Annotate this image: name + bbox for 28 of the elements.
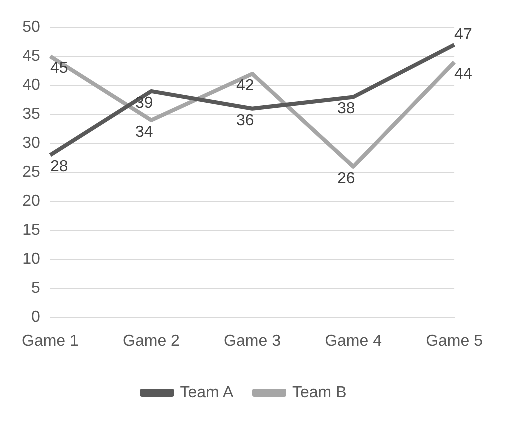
y-tick-label: 30: [22, 135, 41, 152]
legend-label: Team B: [292, 384, 347, 402]
y-tick-label: 5: [32, 280, 41, 298]
y-tick-label: 10: [22, 251, 41, 268]
data-label: 44: [454, 66, 472, 83]
y-tick-label: 35: [22, 106, 41, 124]
data-label: 26: [338, 170, 356, 188]
y-tick-label: 50: [22, 19, 41, 36]
data-label: 47: [454, 26, 472, 44]
data-label: 34: [135, 124, 154, 141]
y-tick-label: 40: [22, 77, 41, 94]
data-label: 42: [236, 77, 254, 94]
data-label: 36: [236, 112, 254, 130]
legend-label: Team A: [180, 384, 234, 402]
x-tick-label: Game 3: [224, 332, 282, 350]
y-tick-label: 0: [32, 309, 41, 326]
x-tick-label: Game 2: [123, 332, 180, 350]
y-tick-label: 20: [22, 193, 41, 210]
y-tick-label: 25: [22, 164, 41, 182]
data-label: 45: [50, 60, 68, 78]
y-tick-label: 15: [22, 222, 41, 240]
y-tick-label: 45: [22, 48, 41, 66]
x-tick-label: Game 1: [22, 332, 80, 350]
x-tick-label: Game 4: [325, 332, 382, 350]
x-tick-label: Game 5: [426, 332, 484, 350]
data-label: 28: [50, 158, 68, 176]
data-label: 39: [135, 94, 154, 112]
data-label: 38: [338, 100, 356, 118]
